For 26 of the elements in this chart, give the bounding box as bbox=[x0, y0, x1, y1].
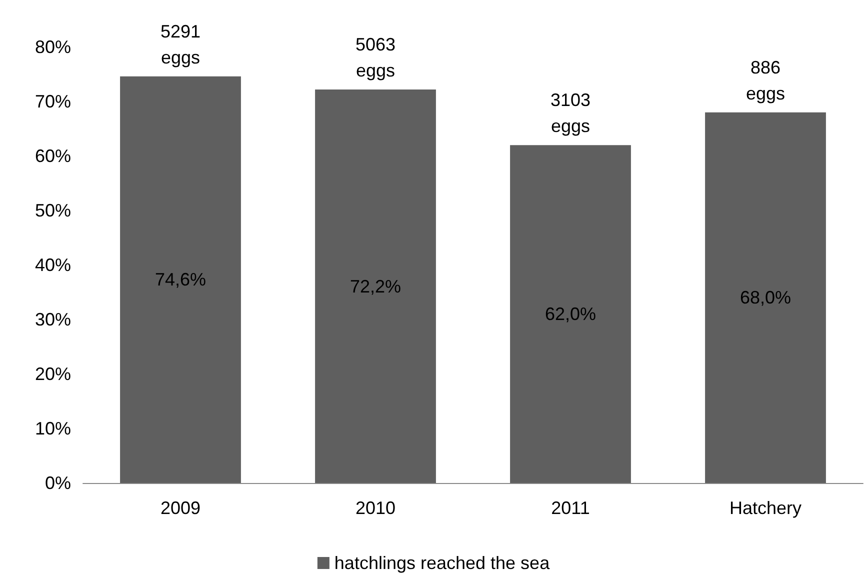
y-tick-label: 60% bbox=[34, 146, 71, 166]
data-label: 68,0% bbox=[740, 288, 792, 308]
bar bbox=[510, 145, 631, 483]
y-tick-label: 70% bbox=[34, 92, 71, 112]
y-tick-label: 10% bbox=[34, 418, 71, 438]
bar bbox=[705, 112, 826, 483]
annotation: 886 eggs bbox=[746, 57, 786, 104]
bar bbox=[120, 76, 241, 483]
data-label: 72,2% bbox=[350, 276, 402, 296]
y-tick-label: 50% bbox=[34, 200, 71, 220]
y-tick-label: 20% bbox=[34, 364, 71, 384]
data-label: 62,0% bbox=[544, 304, 596, 324]
data-label: 74,6% bbox=[154, 270, 206, 290]
x-tick-label: Hatchery bbox=[729, 498, 802, 518]
y-tick-label: 40% bbox=[34, 255, 71, 275]
x-tick-label: 2010 bbox=[355, 498, 396, 518]
x-tick-label: 2009 bbox=[160, 498, 201, 518]
y-tick-label: 0% bbox=[44, 473, 71, 493]
y-tick-label: 80% bbox=[34, 37, 71, 57]
annotation: 3103 eggs bbox=[550, 90, 591, 136]
annotation: 5063 eggs bbox=[355, 34, 396, 81]
annotation: 5291 eggs bbox=[160, 21, 201, 68]
legend-label: hatchlings reached the sea bbox=[334, 553, 551, 573]
bar bbox=[315, 90, 436, 483]
y-tick-label: 30% bbox=[34, 310, 71, 330]
x-tick-label: 2011 bbox=[551, 498, 590, 518]
